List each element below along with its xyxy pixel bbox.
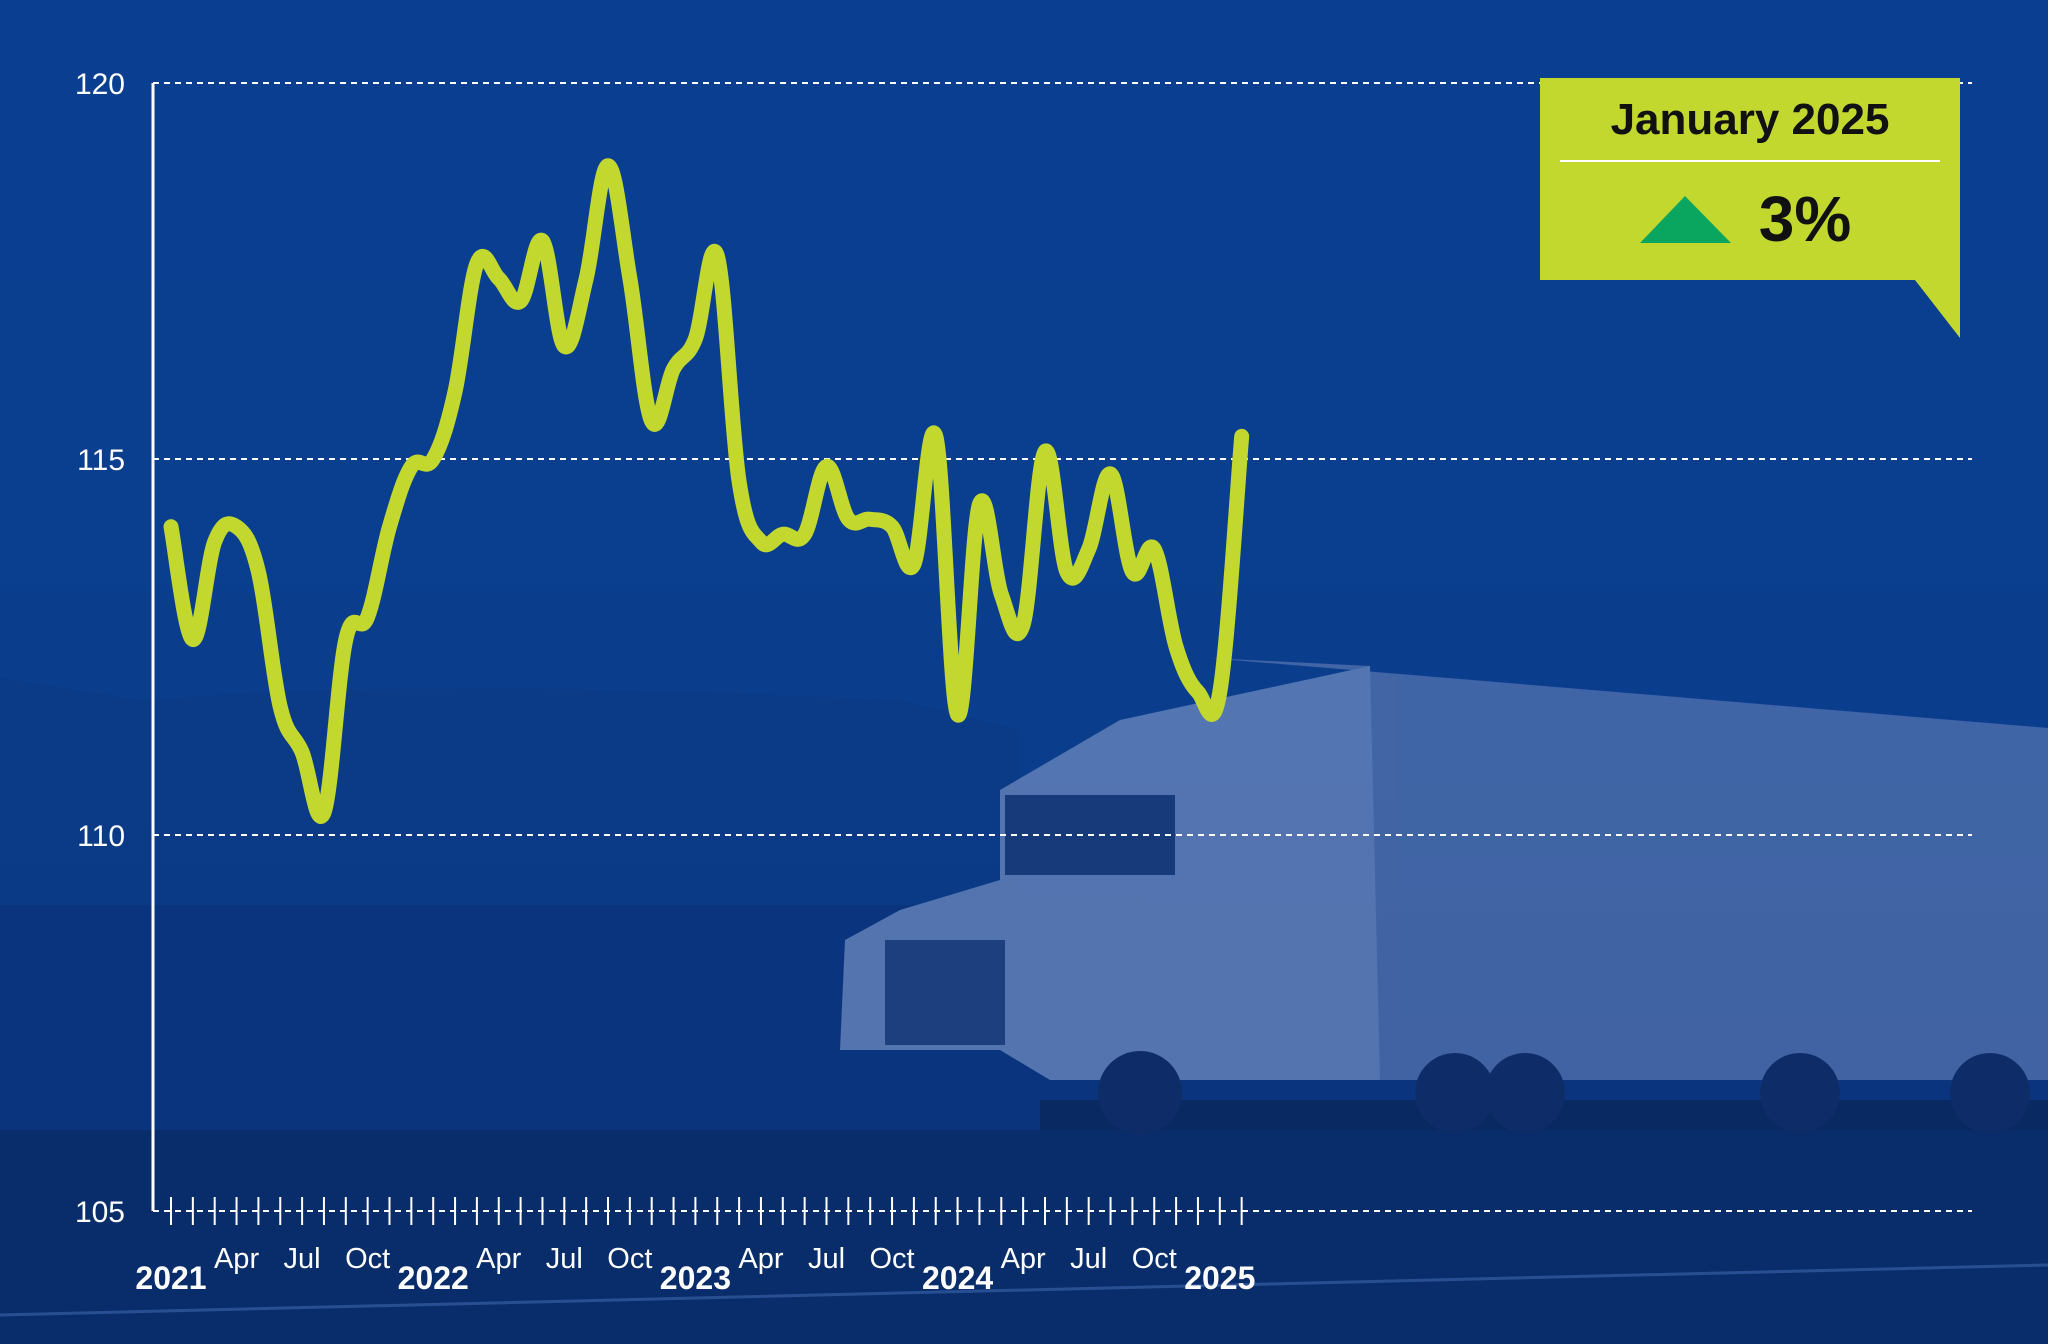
y-tick-label: 105 (75, 1196, 125, 1229)
callout-title: January 2025 (1611, 95, 1890, 144)
x-month-label: Apr (1001, 1243, 1046, 1275)
series-line (163, 158, 1250, 824)
x-month-label: Oct (1132, 1243, 1177, 1275)
truck-rear-wheel (1485, 1053, 1565, 1133)
x-year-label: 2025 (1184, 1260, 1255, 1296)
x-year-label: 2024 (922, 1260, 993, 1296)
y-tick-labels: 105 110 115 120 (75, 68, 125, 1229)
truck-silhouette (840, 658, 2048, 1135)
trailer-wheel (1760, 1053, 1840, 1133)
road-line (0, 1263, 2048, 1317)
series-layer (163, 158, 1250, 824)
x-month-label: Apr (476, 1243, 521, 1275)
x-month-label: Oct (869, 1243, 914, 1275)
x-year-label: 2022 (398, 1260, 469, 1296)
truck-grille (885, 940, 1005, 1045)
y-tick-label: 120 (75, 68, 125, 101)
road (0, 1130, 2048, 1344)
x-year-label: 2021 (135, 1260, 206, 1296)
mountain-silhouette (0, 678, 1020, 910)
x-axis-ticks (170, 1197, 1243, 1225)
x-month-label: Apr (738, 1243, 783, 1275)
x-year-label: 2023 (660, 1260, 731, 1296)
truck-trailer (1208, 658, 2048, 1080)
y-tick-label: 110 (77, 820, 125, 853)
x-month-label: Jul (1070, 1243, 1107, 1275)
x-month-label: Jul (284, 1243, 321, 1275)
up-triangle-icon (1640, 196, 1731, 243)
truck-front-wheel (1098, 1051, 1182, 1135)
trailer-wheel (1950, 1053, 2030, 1133)
x-month-label: Oct (345, 1243, 390, 1275)
callout-box (1540, 78, 1960, 338)
callout-value: 3% (1759, 183, 1852, 255)
x-month-label: Oct (607, 1243, 652, 1275)
y-tick-label: 115 (77, 444, 125, 477)
truck-rear-wheel (1415, 1053, 1495, 1133)
x-month-label: Jul (546, 1243, 583, 1275)
callout: January 2025 3% (1540, 78, 1960, 338)
axes (151, 83, 1972, 1212)
x-month-label: Jul (808, 1243, 845, 1275)
x-month-label: Apr (214, 1243, 259, 1275)
